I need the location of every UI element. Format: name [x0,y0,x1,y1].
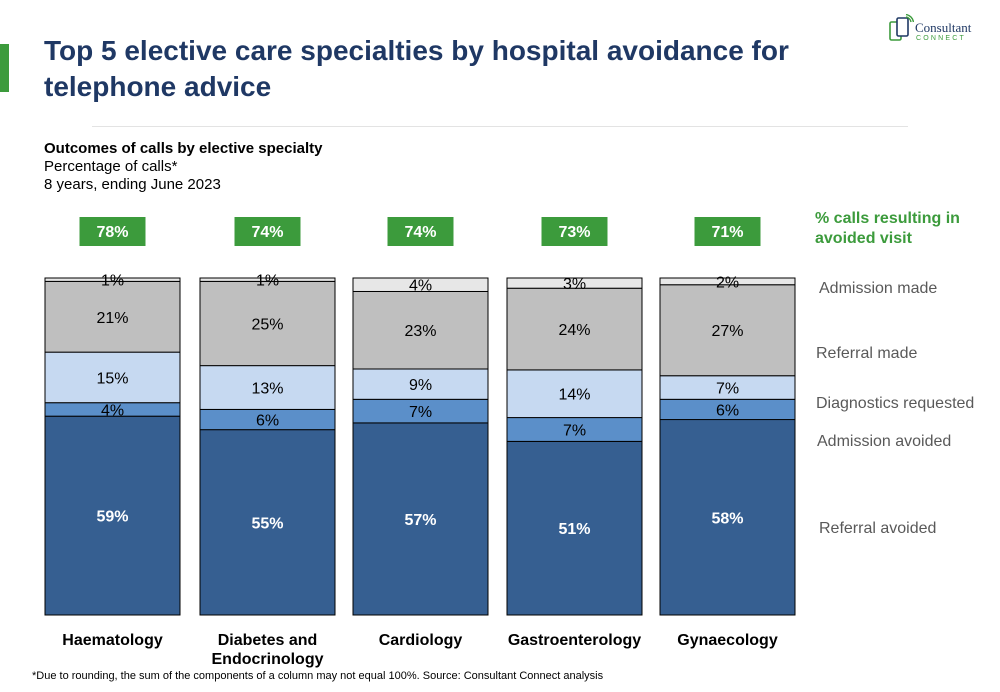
data-label-admission-made-diabetes-and-endocrinology: 1% [256,273,279,290]
category-label-diabetes-and-endocrinology-line2: Endocrinology [212,651,324,668]
data-label-admission-avoided-gynaecology: 6% [716,402,739,419]
bar-segment-referral-made-gynaecology [659,284,796,377]
bar-segment-diagnostics-requested-gastroenterology [506,369,643,419]
data-label-referral-made-diabetes-and-endocrinology: 25% [251,316,283,333]
data-label-referral-made-gastroenterology: 24% [558,322,590,339]
bar-segment-admission-made-haematology [44,277,181,282]
avoided-visit-value-haematology: 78% [96,224,128,241]
bar-segment-referral-made-haematology [44,280,181,353]
legend-label-admission-avoided: Admission avoided [817,433,951,450]
data-label-referral-avoided-haematology: 59% [96,509,128,526]
data-label-referral-avoided-diabetes-and-endocrinology: 55% [251,515,283,532]
category-label-diabetes-and-endocrinology-line1: Diabetes and [218,632,318,649]
legend-label-diagnostics-requested: Diagnostics requested [816,395,974,412]
bar-segment-diagnostics-requested-haematology [44,351,181,404]
data-label-admission-avoided-haematology: 4% [101,402,124,419]
chart-heading: Outcomes of calls by elective specialty [44,140,323,157]
data-label-diagnostics-requested-diabetes-and-endocrinology: 13% [251,381,283,398]
bar-segment-admission-made-diabetes-and-endocrinology [199,277,336,282]
data-label-admission-avoided-gastroenterology: 7% [563,422,586,439]
legend-label-referral-made: Referral made [816,345,917,362]
bar-segment-admission-made-gynaecology [659,277,796,286]
avoided-visit-badge-gastroenterology [541,217,608,246]
data-label-referral-avoided-gynaecology: 58% [711,510,743,527]
legend-label-referral-avoided: Referral avoided [819,520,936,537]
footnote: *Due to rounding, the sum of the compone… [32,670,604,682]
avoided-visit-value-gastroenterology: 73% [558,224,590,241]
data-label-diagnostics-requested-cardiology: 9% [409,377,432,394]
accent-bar [0,44,9,92]
logo-subtext: CONNECT [916,35,967,42]
consultant-connect-logo: Consultant CONNECT [888,13,988,48]
category-label-gastroenterology: Gastroenterology [508,632,641,649]
phone-logo-icon [889,13,915,41]
category-label-haematology: Haematology [62,632,163,649]
bar-segment-referral-avoided-haematology [44,415,181,616]
page-title: Top 5 elective care specialties by hospi… [44,35,789,102]
data-label-admission-avoided-cardiology: 7% [409,404,432,421]
bar-segment-referral-avoided-diabetes-and-endocrinology [199,429,336,616]
bar-segment-referral-avoided-cardiology [352,422,489,616]
data-label-diagnostics-requested-haematology: 15% [96,370,128,387]
title-divider [92,126,908,127]
chart-subtitle: Outcomes of calls by elective specialty … [44,140,322,194]
data-label-referral-made-gynaecology: 27% [711,323,743,340]
data-label-diagnostics-requested-gynaecology: 7% [716,381,739,398]
bar-segment-referral-avoided-gynaecology [659,419,796,616]
avoided-visit-value-diabetes-and-endocrinology: 74% [251,224,283,241]
avoided-visit-badge-gynaecology [694,217,761,246]
avoided-visit-heading-line2: avoided visit [815,230,913,247]
avoided-visit-badge-haematology [79,217,146,246]
data-label-admission-made-gastroenterology: 3% [563,276,586,293]
avoided-visit-value-cardiology: 74% [404,224,436,241]
bar-segment-diagnostics-requested-diabetes-and-endocrinology [199,365,336,410]
data-label-admission-avoided-diabetes-and-endocrinology: 6% [256,413,279,430]
bar-segment-admission-made-gastroenterology [506,277,643,289]
category-label-cardiology: Cardiology [379,632,463,649]
legend-label-admission-made: Admission made [819,280,937,297]
avoided-visit-badge-diabetes-and-endocrinology [234,217,301,246]
bar-segment-referral-avoided-gastroenterology [506,440,643,616]
bar-segment-referral-made-gastroenterology [506,287,643,371]
bar-segment-admission-made-cardiology [352,277,489,292]
avoided-visit-value-gynaecology: 71% [711,224,743,241]
data-label-referral-made-haematology: 21% [96,310,128,327]
data-label-referral-avoided-cardiology: 57% [404,512,436,529]
chart-unit-label: Percentage of calls* [44,158,178,175]
category-label-gynaecology: Gynaecology [677,632,778,649]
logo-text: Consultant [915,20,972,35]
data-label-referral-made-cardiology: 23% [404,323,436,340]
data-label-admission-made-cardiology: 4% [409,278,432,295]
data-label-admission-made-haematology: 1% [101,273,124,290]
avoided-visit-heading-line1: % calls resulting in [815,210,960,227]
avoided-visit-badge-cardiology [387,217,454,246]
data-label-referral-avoided-gastroenterology: 51% [558,521,590,538]
data-label-admission-made-gynaecology: 2% [716,274,739,291]
data-label-diagnostics-requested-gastroenterology: 14% [558,387,590,404]
chart-period-label: 8 years, ending June 2023 [44,176,221,193]
